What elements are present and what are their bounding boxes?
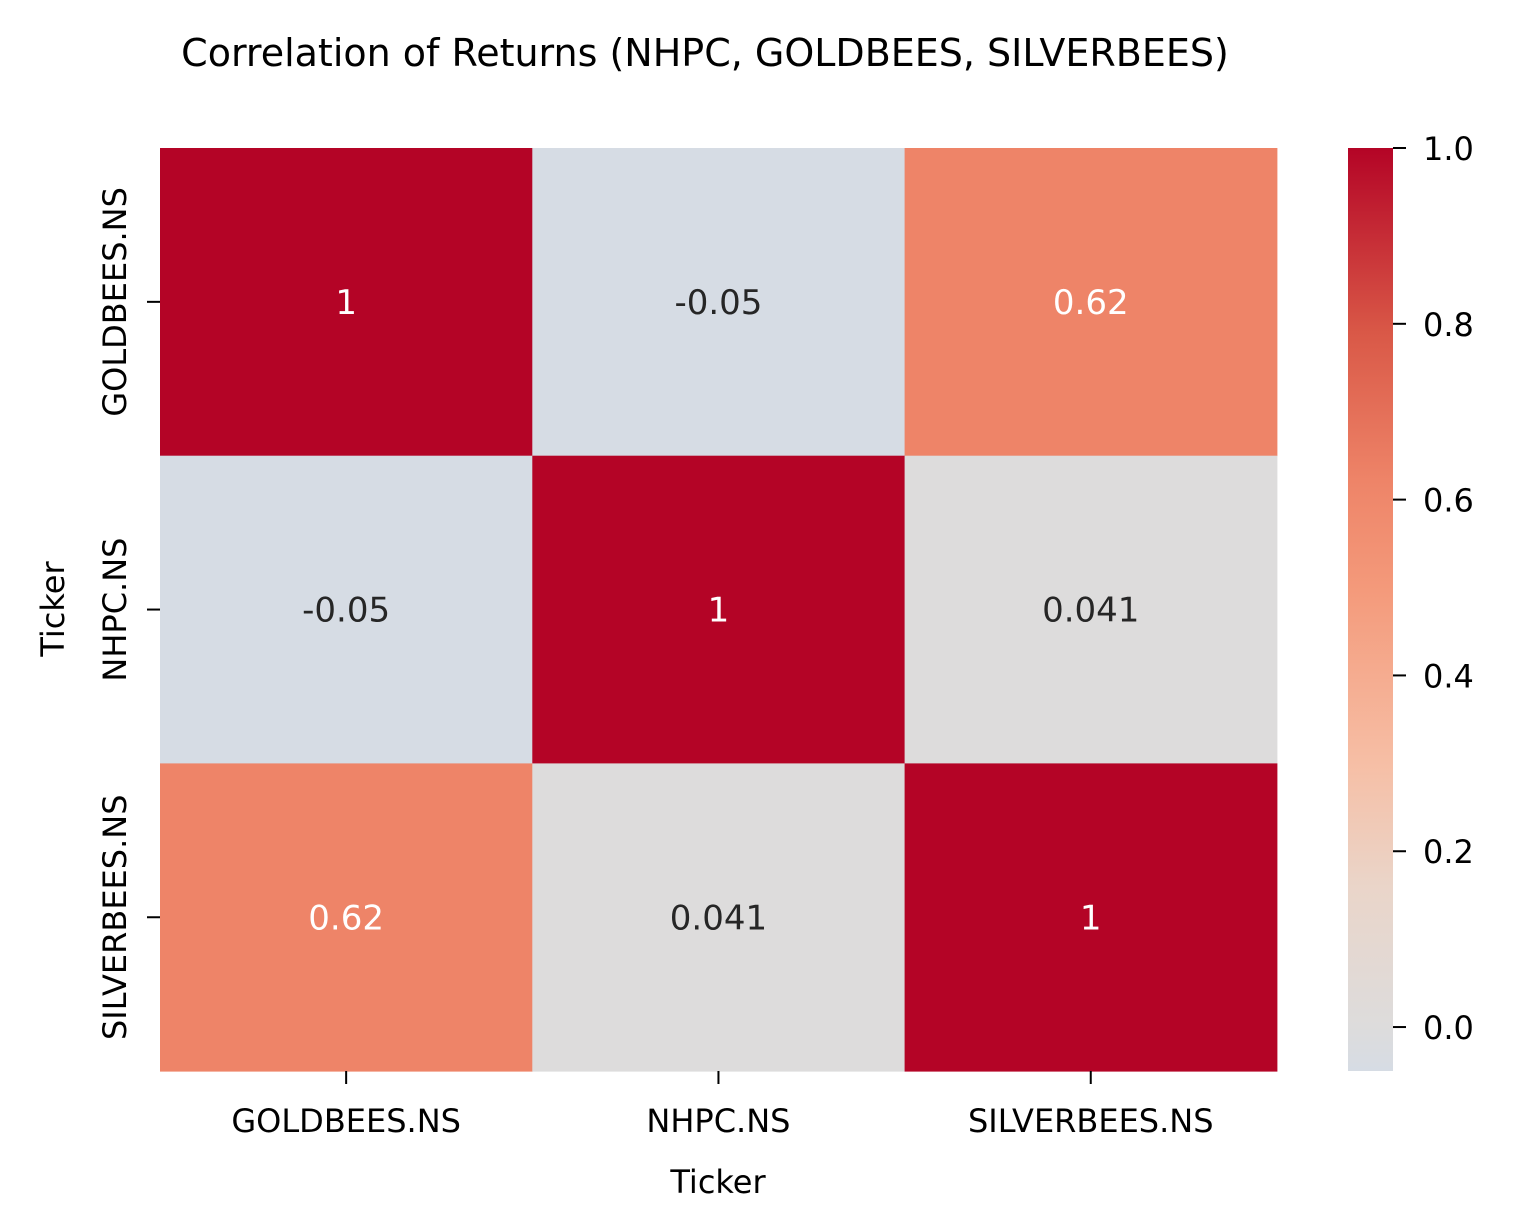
heatmap-cell — [904, 763, 1278, 1072]
cell-value-label: -0.05 — [674, 283, 762, 323]
heatmap-cell — [904, 148, 1278, 457]
colorbar-tick-label: 0.8 — [1423, 306, 1474, 344]
colorbar-ticks: 0.0 0.2 0.4 0.6 0.8 1.0 — [1393, 130, 1474, 1047]
cell-value-label: 0.62 — [308, 898, 384, 938]
colorbar-tick-label: 0.0 — [1423, 1009, 1474, 1047]
heatmap-cell — [532, 148, 906, 457]
colorbar-tick-label: 0.6 — [1423, 482, 1474, 520]
heatmap-cell — [532, 455, 906, 764]
heatmap-cell — [532, 763, 906, 1072]
chart-title: Correlation of Returns (NHPC, GOLDBEES, … — [181, 31, 1229, 75]
cell-value-label: 0.041 — [670, 898, 767, 938]
x-tick-label: NHPC.NS — [646, 1102, 790, 1140]
cell-value-label: 1 — [335, 283, 357, 323]
cell-value-label: -0.05 — [302, 591, 390, 631]
colorbar-tick-label: 1.0 — [1423, 130, 1474, 168]
colorbar-tick-label: 0.4 — [1423, 657, 1474, 695]
y-tick-label: NHPC.NS — [96, 538, 134, 682]
y-tick-label: SILVERBEES.NS — [96, 794, 134, 1040]
cell-value-label: 0.62 — [1053, 283, 1129, 323]
heatmap-cell — [160, 455, 533, 764]
cell-value-label: 0.041 — [1042, 591, 1139, 631]
y-axis-ticks: GOLDBEES.NS NHPC.NS SILVERBEES.NS — [96, 187, 160, 1040]
colorbar — [1348, 148, 1393, 1071]
x-axis-label: Ticker — [669, 1163, 766, 1201]
heatmap-cell — [160, 763, 533, 1072]
colorbar-tick-label: 0.2 — [1423, 833, 1474, 871]
heatmap-cell — [160, 148, 533, 457]
x-tick-label: GOLDBEES.NS — [231, 1102, 461, 1140]
cell-value-label: 1 — [1080, 898, 1102, 938]
x-tick-label: SILVERBEES.NS — [968, 1102, 1214, 1140]
y-axis-label: Ticker — [34, 561, 72, 658]
heatmap-cells: 1 -0.05 0.62 -0.05 1 0.041 0.62 0.041 1 — [160, 148, 1278, 1072]
cell-value-label: 1 — [708, 591, 730, 631]
heatmap-cell — [904, 455, 1278, 764]
x-axis-ticks: GOLDBEES.NS NHPC.NS SILVERBEES.NS — [231, 1071, 1214, 1140]
y-tick-label: GOLDBEES.NS — [96, 187, 134, 417]
